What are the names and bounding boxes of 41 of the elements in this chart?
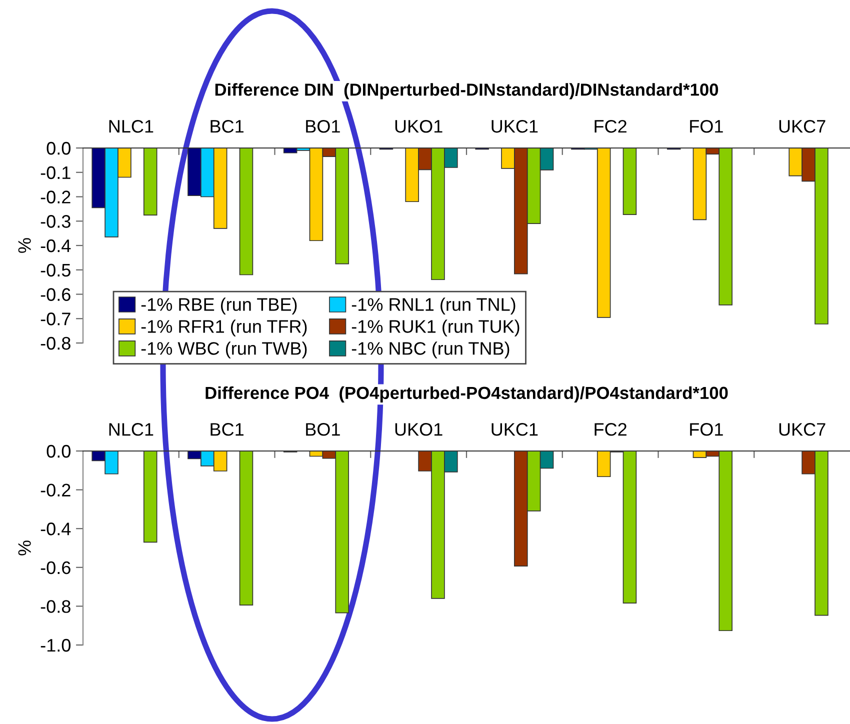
y-axis-title: % bbox=[18, 238, 31, 253]
y-tick-label: -0.2 bbox=[40, 484, 70, 497]
x-tick-label: NLC1 bbox=[109, 423, 154, 436]
x-tick-label: UKO1 bbox=[395, 120, 442, 133]
legend-label: -1% RBE (run TBE) bbox=[141, 298, 297, 314]
y-tick-label: -0.5 bbox=[40, 264, 70, 277]
x-tick-label: BC1 bbox=[210, 120, 244, 133]
y-tick-label: -0.7 bbox=[40, 312, 70, 326]
y-tick-label: -0.8 bbox=[40, 600, 70, 613]
chart-title: Difference PO4 (PO4perturbed-PO4standard)/PO4standard*100 bbox=[206, 386, 728, 402]
y-tick-label: -1.0 bbox=[40, 638, 70, 652]
chart-title: Difference DIN (DINperturbed-DINstandard)/DINstandard*100 bbox=[215, 83, 718, 100]
y-tick-label: -0.2 bbox=[40, 190, 70, 204]
x-tick-label: FO1 bbox=[690, 423, 723, 436]
x-tick-label: NLC1 bbox=[109, 120, 154, 133]
legend-label: -1% RNL1 (run TNL) bbox=[352, 298, 516, 314]
y-tick-label: -0.3 bbox=[40, 215, 70, 228]
y-tick-label: -0.1 bbox=[40, 166, 70, 180]
y-tick-label: -0.8 bbox=[40, 336, 70, 350]
y-tick-label: -0.6 bbox=[40, 288, 70, 301]
legend-label: -1% NBC (run TNB) bbox=[352, 342, 510, 358]
x-tick-label: UKO1 bbox=[395, 423, 442, 436]
y-tick-label: 0.0 bbox=[46, 142, 70, 155]
x-tick-label: BO1 bbox=[306, 423, 340, 436]
y-axis-title: % bbox=[18, 540, 31, 556]
x-tick-label: UKC7 bbox=[779, 423, 826, 436]
x-tick-label: UKC1 bbox=[492, 423, 538, 436]
y-tick-label: -0.6 bbox=[40, 561, 70, 574]
x-tick-label: UKC7 bbox=[779, 120, 826, 133]
x-tick-label: BO1 bbox=[306, 120, 340, 133]
legend-label: -1% RFR1 (run TFR) bbox=[141, 320, 307, 336]
x-tick-label: FC2 bbox=[594, 423, 626, 436]
x-tick-label: FC2 bbox=[594, 120, 626, 133]
x-tick-label: FO1 bbox=[690, 120, 723, 133]
y-tick-label: 0.0 bbox=[46, 444, 70, 458]
y-tick-label: -0.4 bbox=[40, 522, 71, 536]
x-tick-label: UKC1 bbox=[492, 120, 538, 133]
x-tick-label: BC1 bbox=[210, 423, 244, 436]
y-tick-label: -0.4 bbox=[40, 239, 71, 252]
legend-label: -1% WBC (run TWB) bbox=[141, 342, 307, 358]
legend-label: -1% RUK1 (run TUK) bbox=[352, 320, 520, 336]
